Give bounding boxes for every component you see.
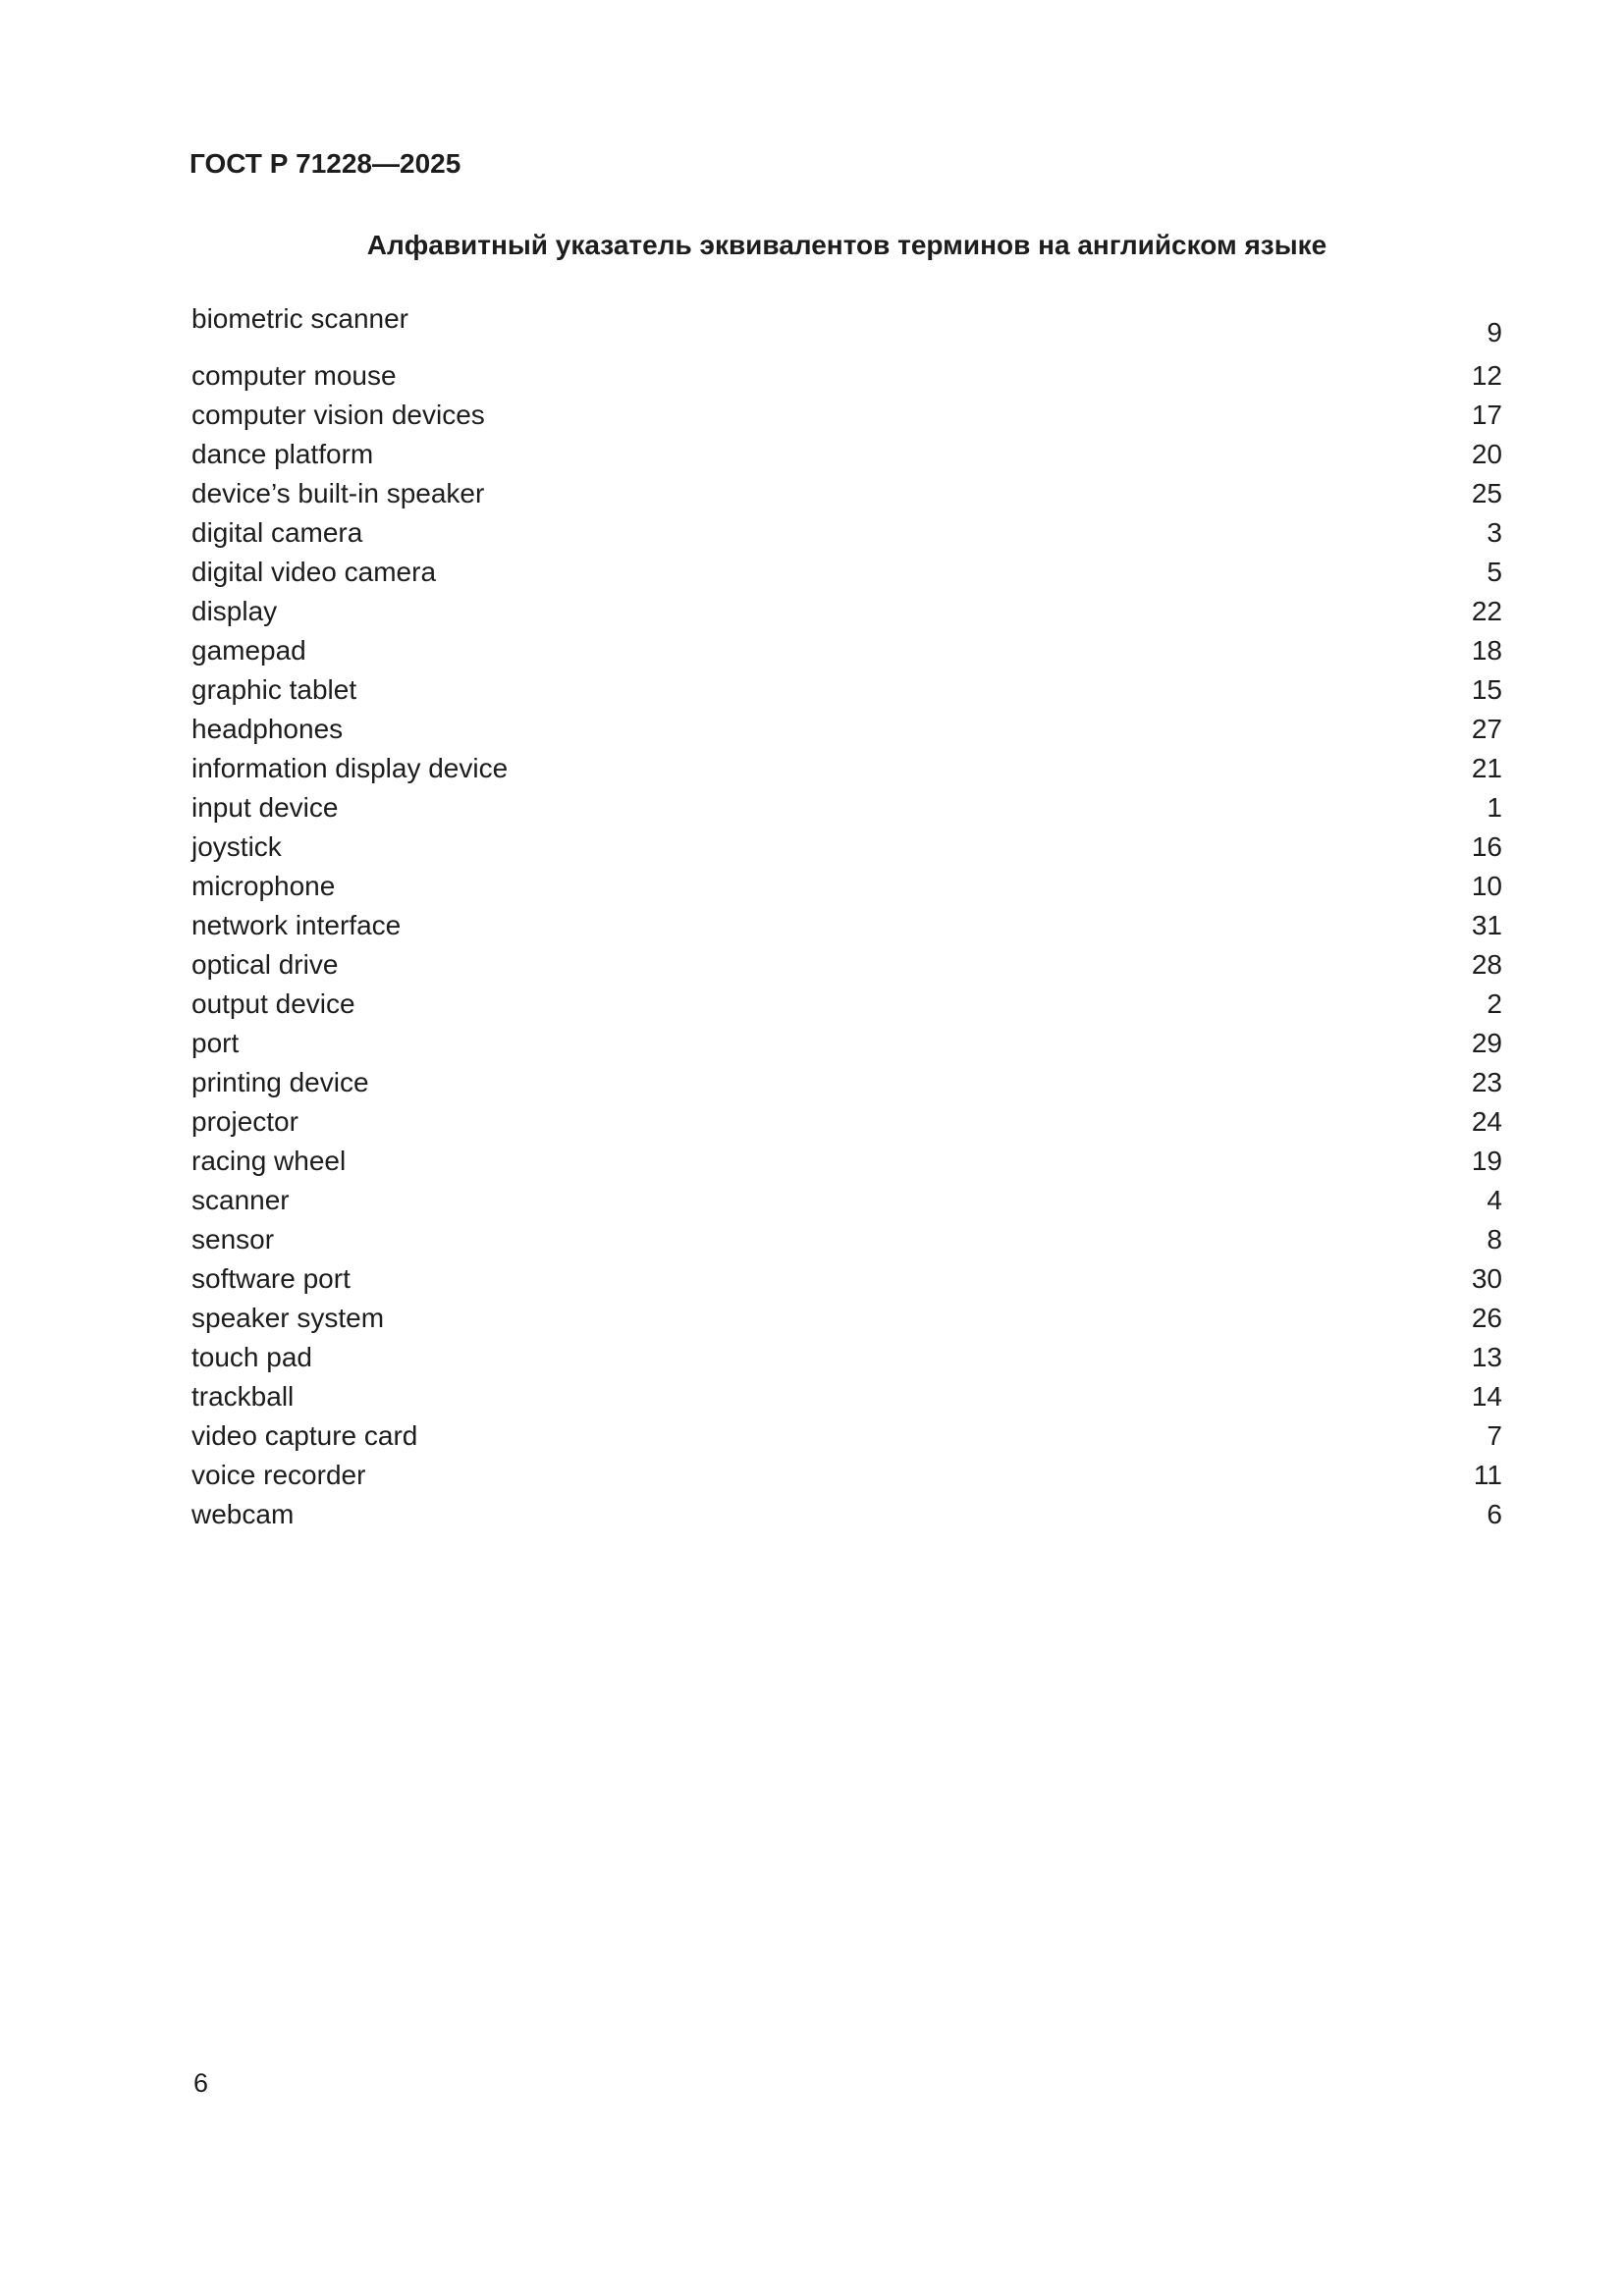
page-ref: 13 xyxy=(1471,1342,1502,1372)
term-label: digital video camera xyxy=(191,557,437,587)
term-label: headphones xyxy=(191,714,344,744)
page-ref: 20 xyxy=(1471,439,1502,469)
index-entry: trackball 14 xyxy=(191,1377,1502,1416)
term-label: device’s built-in speaker xyxy=(191,478,485,508)
term-label: trackball xyxy=(191,1381,295,1412)
index-entry: printing device 23 xyxy=(191,1063,1502,1102)
page-ref: 23 xyxy=(1471,1067,1502,1097)
index-entry: sensor 8 xyxy=(191,1220,1502,1259)
index-entry: network interface 31 xyxy=(191,906,1502,945)
page-ref: 6 xyxy=(1487,1499,1502,1529)
page-ref: 10 xyxy=(1471,871,1502,901)
page-ref: 9 xyxy=(1487,317,1502,347)
index-entry: display 22 xyxy=(191,592,1502,631)
term-label: output device xyxy=(191,988,355,1019)
page-ref: 16 xyxy=(1471,831,1502,862)
term-label: biometric scanner xyxy=(191,303,408,334)
index-entry: headphones 27 xyxy=(191,710,1502,749)
page-ref: 22 xyxy=(1471,596,1502,626)
page-ref: 14 xyxy=(1471,1381,1502,1412)
index-entry: input device 1 xyxy=(191,788,1502,828)
index-title: Алфавитный указатель эквивалентов термин… xyxy=(366,230,1327,260)
page-ref: 7 xyxy=(1487,1420,1502,1451)
term-label: touch pad xyxy=(191,1342,312,1372)
page-ref: 4 xyxy=(1487,1185,1502,1215)
index-entry: gamepad 18 xyxy=(191,631,1502,670)
page-number: 6 xyxy=(193,2068,209,2098)
index-entry: touch pad 13 xyxy=(191,1338,1502,1377)
index-entry: racing wheel 19 xyxy=(191,1142,1502,1181)
doc-number: ГОСТ Р 71228—2025 xyxy=(189,148,461,179)
term-label: printing device xyxy=(191,1067,369,1097)
page-ref: 19 xyxy=(1471,1146,1502,1176)
page-ref: 3 xyxy=(1487,517,1502,548)
index-entry: digital video camera 5 xyxy=(191,553,1502,592)
index-list: biometric scanner 9 computer mouse 12 comput… xyxy=(191,299,1502,1534)
page-ref: 21 xyxy=(1471,753,1502,783)
term-label: joystick xyxy=(191,831,282,862)
term-label: video capture card xyxy=(191,1420,418,1451)
index-entry: device’s built-in speaker 25 xyxy=(191,474,1502,513)
page-ref: 18 xyxy=(1471,635,1502,666)
page-ref: 28 xyxy=(1471,949,1502,980)
index-entry: computer mouse 12 xyxy=(191,356,1502,396)
index-entry: projector 24 xyxy=(191,1102,1502,1142)
page-ref: 2 xyxy=(1487,988,1502,1019)
page-ref: 29 xyxy=(1471,1028,1502,1058)
term-label: gamepad xyxy=(191,635,306,666)
index-entry: voice recorder 11 xyxy=(191,1456,1502,1495)
index-entry: optical drive 28 xyxy=(191,945,1502,985)
page-ref: 17 xyxy=(1471,400,1502,430)
page-ref: 12 xyxy=(1471,360,1502,391)
term-label: sensor xyxy=(191,1224,275,1255)
term-label: webcam xyxy=(191,1499,295,1529)
term-label: scanner xyxy=(191,1185,290,1215)
index-entry: microphone 10 xyxy=(191,867,1502,906)
index-entry: webcam 6 xyxy=(191,1495,1502,1534)
term-label: dance platform xyxy=(191,439,374,469)
index-entry: computer vision devices 17 xyxy=(191,396,1502,435)
term-label: software port xyxy=(191,1263,351,1294)
term-label: racing wheel xyxy=(191,1146,347,1176)
index-entry: port 29 xyxy=(191,1024,1502,1063)
term-label: optical drive xyxy=(191,949,339,980)
term-label: computer vision devices xyxy=(191,400,485,430)
term-label: computer mouse xyxy=(191,360,397,391)
index-entry: scanner 4 xyxy=(191,1181,1502,1220)
index-entry: output device 2 xyxy=(191,985,1502,1024)
term-label: port xyxy=(191,1028,240,1058)
page-ref: 26 xyxy=(1471,1303,1502,1333)
page-ref: 1 xyxy=(1487,792,1502,823)
term-label: information display device xyxy=(191,753,509,783)
index-entry: dance platform 20 xyxy=(191,435,1502,474)
index-entry: software port 30 xyxy=(191,1259,1502,1299)
page-ref: 31 xyxy=(1471,910,1502,940)
term-label: speaker system xyxy=(191,1303,385,1333)
page-ref: 25 xyxy=(1471,478,1502,508)
page-ref: 27 xyxy=(1471,714,1502,744)
page-ref: 24 xyxy=(1471,1106,1502,1137)
term-label: display xyxy=(191,596,278,626)
page-ref: 30 xyxy=(1471,1263,1502,1294)
page-ref: 8 xyxy=(1487,1224,1502,1255)
index-entry: graphic tablet 15 xyxy=(191,670,1502,710)
index-entry: speaker system 26 xyxy=(191,1299,1502,1338)
index-entry: digital camera 3 xyxy=(191,513,1502,553)
index-entry: information display device 21 xyxy=(191,749,1502,788)
index-entry: joystick 16 xyxy=(191,828,1502,867)
page-ref: 15 xyxy=(1471,674,1502,705)
term-label: graphic tablet xyxy=(191,674,357,705)
index-entry: biometric scanner 9 xyxy=(191,299,1502,347)
page-ref: 5 xyxy=(1487,557,1502,587)
term-label: microphone xyxy=(191,871,336,901)
term-label: network interface xyxy=(191,910,402,940)
term-label: projector xyxy=(191,1106,298,1137)
term-label: digital camera xyxy=(191,517,363,548)
term-label: input device xyxy=(191,792,339,823)
page-ref: 11 xyxy=(1473,1460,1502,1490)
term-label: voice recorder xyxy=(191,1460,366,1490)
index-entry: video capture card 7 xyxy=(191,1416,1502,1456)
